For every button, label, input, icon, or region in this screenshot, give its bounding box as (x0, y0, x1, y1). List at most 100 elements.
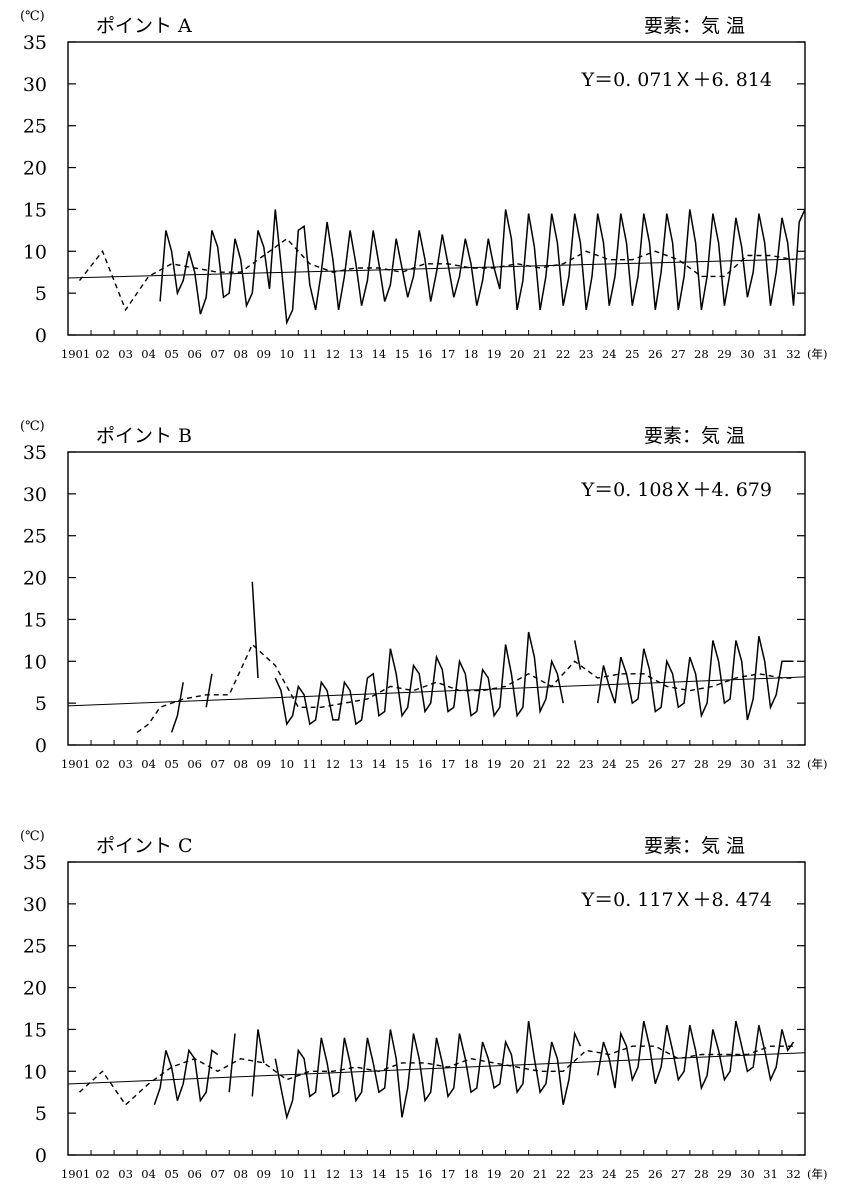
monthly-temperature-line (291, 209, 806, 311)
x-tick-label: 17 (441, 347, 456, 361)
monthly-temperature-line (573, 640, 582, 670)
x-tick-label: 1901 (61, 347, 90, 361)
x-tick-label: 22 (556, 1167, 571, 1181)
x-tick-label: 26 (648, 1167, 663, 1181)
monthly-temperature-line (274, 1020, 582, 1121)
x-tick-label: 08 (233, 347, 248, 361)
x-tick-label: 32 (786, 1167, 801, 1181)
x-tick-label: 07 (210, 347, 225, 361)
x-tick-label: 15 (395, 1167, 410, 1181)
x-tick-label: 12 (326, 347, 341, 361)
y-tick-label: 20 (23, 978, 47, 1000)
y-tick-label: 15 (23, 609, 47, 631)
y-tick-label: 30 (23, 74, 47, 96)
x-tick-label: 09 (256, 347, 271, 361)
x-tick-label: 26 (648, 757, 663, 771)
regression-equation: Y＝0. 117Ｘ＋8. 474 (581, 889, 772, 911)
y-tick-label: 10 (23, 1061, 47, 1083)
x-tick-label: 25 (625, 757, 640, 771)
y-tick-label: 15 (23, 199, 47, 221)
moving-average-line (78, 237, 794, 312)
x-unit-label: (年) (807, 757, 827, 771)
regression-equation: Y＝0. 108Ｘ＋4. 679 (581, 479, 772, 501)
x-tick-label: 18 (464, 347, 479, 361)
x-tick-label: 26 (648, 347, 663, 361)
x-tick-label: 10 (279, 1167, 294, 1181)
x-unit-label: (年) (807, 347, 827, 361)
x-tick-label: 32 (786, 757, 801, 771)
y-tick-label: 30 (23, 484, 47, 506)
chart-title: ポイント B (96, 425, 192, 447)
x-tick-label: 13 (349, 347, 364, 361)
monthly-temperature-line (205, 673, 213, 708)
chart-title: ポイント A (96, 15, 192, 37)
x-tick-label: 30 (740, 347, 755, 361)
x-tick-label: 20 (510, 757, 525, 771)
x-tick-label: 10 (279, 757, 294, 771)
chart-title: ポイント C (96, 835, 193, 857)
x-tick-label: 30 (740, 757, 755, 771)
x-tick-label: 10 (279, 347, 294, 361)
x-tick-label: 18 (464, 757, 479, 771)
x-tick-label: 06 (187, 347, 202, 361)
x-tick-label: 24 (602, 757, 617, 771)
element-label: 要素：気 温 (644, 425, 745, 447)
x-tick-label: 08 (233, 1167, 248, 1181)
x-tick-label: 16 (418, 1167, 433, 1181)
x-tick-label: 15 (395, 347, 410, 361)
y-tick-label: 5 (35, 1103, 47, 1125)
x-tick-label: 19 (487, 347, 502, 361)
x-tick-label: 06 (187, 1167, 202, 1181)
y-tick-label: 25 (23, 936, 47, 958)
x-tick-label: 27 (671, 347, 686, 361)
x-tick-label: 29 (717, 347, 732, 361)
x-tick-label: 30 (740, 1167, 755, 1181)
x-tick-label: 02 (95, 757, 110, 771)
x-tick-label: 11 (303, 1167, 318, 1181)
monthly-temperature-line (251, 1029, 265, 1097)
x-tick-label: 28 (694, 347, 709, 361)
x-tick-label: 20 (510, 1167, 525, 1181)
x-tick-label: 22 (556, 347, 571, 361)
x-tick-label: 28 (694, 1167, 709, 1181)
x-tick-label: 11 (303, 347, 318, 361)
y-tick-label: 5 (35, 283, 47, 305)
x-tick-label: 21 (533, 1167, 548, 1181)
monthly-temperature-line (159, 209, 294, 326)
y-tick-label: 0 (35, 325, 47, 347)
x-tick-label: 03 (118, 347, 133, 361)
y-tick-label: 35 (23, 852, 47, 874)
moving-average-line (79, 1045, 794, 1106)
x-tick-label: 14 (372, 757, 387, 771)
moving-average-line (136, 643, 794, 733)
y-tick-label: 30 (23, 894, 47, 916)
y-tick-label: 10 (23, 241, 47, 263)
x-tick-label: 02 (95, 1167, 110, 1181)
x-tick-label: 15 (395, 757, 410, 771)
y-unit-label: (℃) (20, 419, 45, 434)
x-tick-label: 08 (233, 757, 248, 771)
x-tick-label: 27 (671, 757, 686, 771)
x-tick-label: 07 (210, 1167, 225, 1181)
x-tick-label: 23 (579, 757, 594, 771)
x-tick-label: 03 (118, 1167, 133, 1181)
x-tick-label: 03 (118, 757, 133, 771)
x-tick-label: 24 (602, 347, 617, 361)
x-tick-label: 1901 (61, 1167, 90, 1181)
x-tick-label: 16 (418, 347, 433, 361)
x-tick-label: 09 (256, 757, 271, 771)
x-tick-label: 04 (141, 757, 156, 771)
chart-panel-a: 35 30 25 20 15 10 5 0 (℃) 1901 02 03 04 05 06 07 08 09 10 1… (0, 0, 850, 380)
y-tick-label: 35 (23, 32, 47, 54)
x-tick-label: 05 (164, 1167, 179, 1181)
regression-equation: Y＝0. 071Ｘ＋6. 814 (581, 69, 772, 91)
x-tick-label: 14 (372, 347, 387, 361)
x-tick-label: 23 (579, 347, 594, 361)
x-tick-label: 06 (187, 757, 202, 771)
chart-panel-b: 35 30 25 20 15 10 5 0 (℃) 1901 02 03 04 05 06 07 08 09 10 1… (0, 410, 850, 790)
x-tick-label: 21 (533, 757, 548, 771)
trend-line (67, 1052, 806, 1085)
x-tick-label: 12 (326, 1167, 341, 1181)
x-tick-label: 28 (694, 757, 709, 771)
x-tick-label: 17 (441, 1167, 456, 1181)
